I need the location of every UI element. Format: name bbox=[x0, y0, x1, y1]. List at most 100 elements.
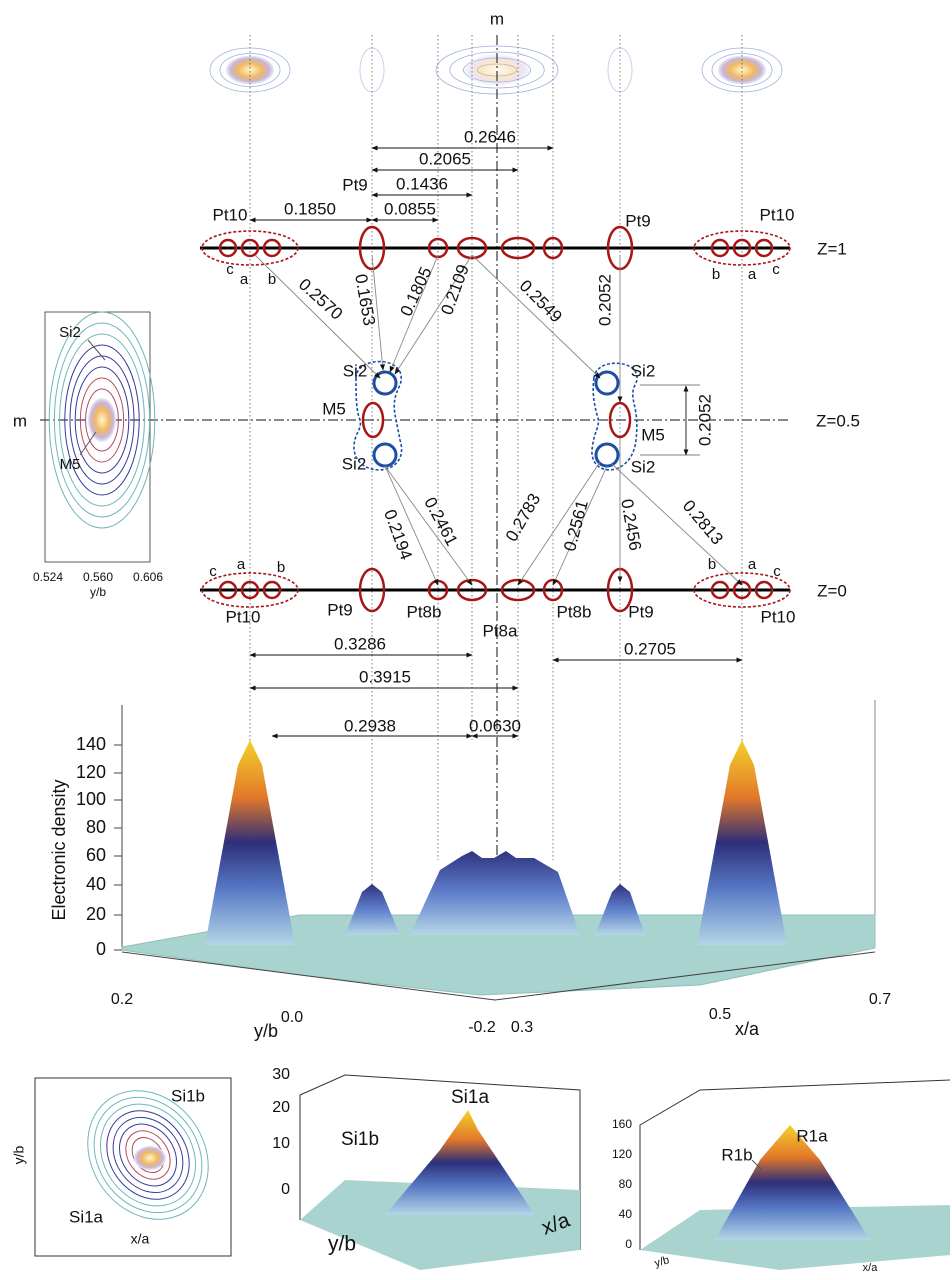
label: Pt10 bbox=[760, 205, 795, 224]
contour bbox=[99, 1103, 197, 1207]
label: c bbox=[226, 261, 234, 278]
label: y/b bbox=[254, 1021, 278, 1041]
contour-core bbox=[718, 55, 766, 85]
label: b bbox=[268, 271, 276, 288]
label: Si2 bbox=[343, 361, 368, 380]
label: 0.2646 bbox=[464, 127, 516, 146]
pointer bbox=[79, 431, 97, 456]
panel-frame bbox=[299, 1074, 581, 1250]
label: R1a bbox=[796, 1126, 828, 1145]
cluster-outline bbox=[591, 362, 638, 471]
label: Z=0.5 bbox=[816, 411, 860, 430]
contour bbox=[48, 311, 156, 529]
label: 0.2705 bbox=[624, 639, 676, 658]
label: m bbox=[490, 9, 504, 28]
atom bbox=[542, 236, 564, 260]
label: Pt9 bbox=[342, 175, 368, 194]
label: 120 bbox=[76, 762, 106, 782]
label: Si2 bbox=[631, 457, 656, 476]
label: Si1a bbox=[69, 1207, 104, 1226]
atom bbox=[427, 237, 449, 259]
label: Z=0 bbox=[817, 581, 847, 600]
contour bbox=[359, 47, 385, 93]
label: 0.0630 bbox=[469, 716, 521, 735]
pointer bbox=[87, 339, 106, 361]
label: x/a bbox=[735, 1019, 760, 1039]
label: 0.2109 bbox=[437, 262, 473, 317]
contour bbox=[449, 51, 545, 89]
label: b bbox=[277, 559, 285, 576]
contour bbox=[59, 333, 145, 507]
contour bbox=[79, 377, 125, 463]
atom bbox=[754, 238, 774, 258]
label: 0.2194 bbox=[380, 507, 416, 562]
contour bbox=[93, 1096, 203, 1214]
peak bbox=[595, 884, 645, 935]
label: 0.2052 bbox=[595, 274, 614, 326]
label: 0.2052 bbox=[695, 394, 714, 446]
pointer bbox=[751, 1159, 763, 1171]
label: Pt9 bbox=[625, 211, 651, 230]
bond-line bbox=[384, 465, 473, 586]
atom bbox=[262, 238, 282, 258]
axis-line bbox=[494, 951, 876, 1001]
label: b bbox=[708, 556, 716, 573]
label: 0.5 bbox=[709, 1006, 731, 1023]
peak bbox=[697, 740, 787, 945]
atom bbox=[754, 580, 774, 600]
label: M5 bbox=[322, 399, 346, 418]
label: a bbox=[240, 271, 249, 288]
label: 40 bbox=[86, 874, 106, 894]
label: 0.2456 bbox=[617, 498, 645, 553]
bond-line bbox=[552, 465, 608, 586]
label: y/b bbox=[90, 585, 106, 599]
label: c bbox=[772, 261, 780, 278]
label: Pt10 bbox=[761, 607, 796, 626]
label: 0.3 bbox=[511, 1019, 533, 1036]
atom bbox=[358, 567, 386, 613]
label: y/b bbox=[653, 1254, 670, 1269]
contour bbox=[711, 53, 773, 87]
atom bbox=[500, 236, 536, 260]
label: Pt8b bbox=[557, 602, 592, 621]
label: Pt10 bbox=[213, 205, 248, 224]
atom bbox=[218, 238, 238, 258]
label: 60 bbox=[86, 845, 106, 865]
label: 140 bbox=[76, 734, 106, 754]
label: 0 bbox=[96, 939, 106, 959]
label: Si1a bbox=[451, 1087, 489, 1108]
label: 0.2549 bbox=[516, 276, 566, 326]
label: 0.2 bbox=[111, 991, 133, 1008]
atom bbox=[240, 580, 260, 600]
atom bbox=[358, 225, 386, 271]
site-group bbox=[693, 230, 791, 266]
label: R1b bbox=[721, 1145, 752, 1164]
label: 0.2065 bbox=[419, 149, 471, 168]
label: Si1b bbox=[171, 1086, 205, 1105]
label: 0.2783 bbox=[502, 490, 544, 545]
label: Si2 bbox=[631, 361, 656, 380]
label: Si2 bbox=[342, 454, 367, 473]
label: Z=1 bbox=[817, 239, 847, 258]
panel-frame bbox=[34, 1077, 232, 1257]
atom bbox=[262, 580, 282, 600]
contour-core bbox=[226, 55, 274, 85]
bond-line bbox=[394, 254, 473, 375]
label: 80 bbox=[86, 817, 106, 837]
bond-line bbox=[517, 461, 601, 586]
atom bbox=[361, 401, 385, 439]
label: 100 bbox=[76, 789, 106, 809]
label: 0.606 bbox=[133, 570, 163, 584]
bond-line bbox=[611, 463, 743, 586]
label: 30 bbox=[272, 1066, 290, 1083]
peak bbox=[715, 1125, 870, 1240]
contour bbox=[106, 1110, 190, 1200]
bond-line bbox=[389, 254, 439, 373]
atom bbox=[240, 238, 260, 258]
label: a bbox=[237, 556, 246, 573]
peak bbox=[385, 1110, 535, 1215]
contour-core bbox=[88, 398, 116, 442]
label: 0.560 bbox=[83, 570, 113, 584]
